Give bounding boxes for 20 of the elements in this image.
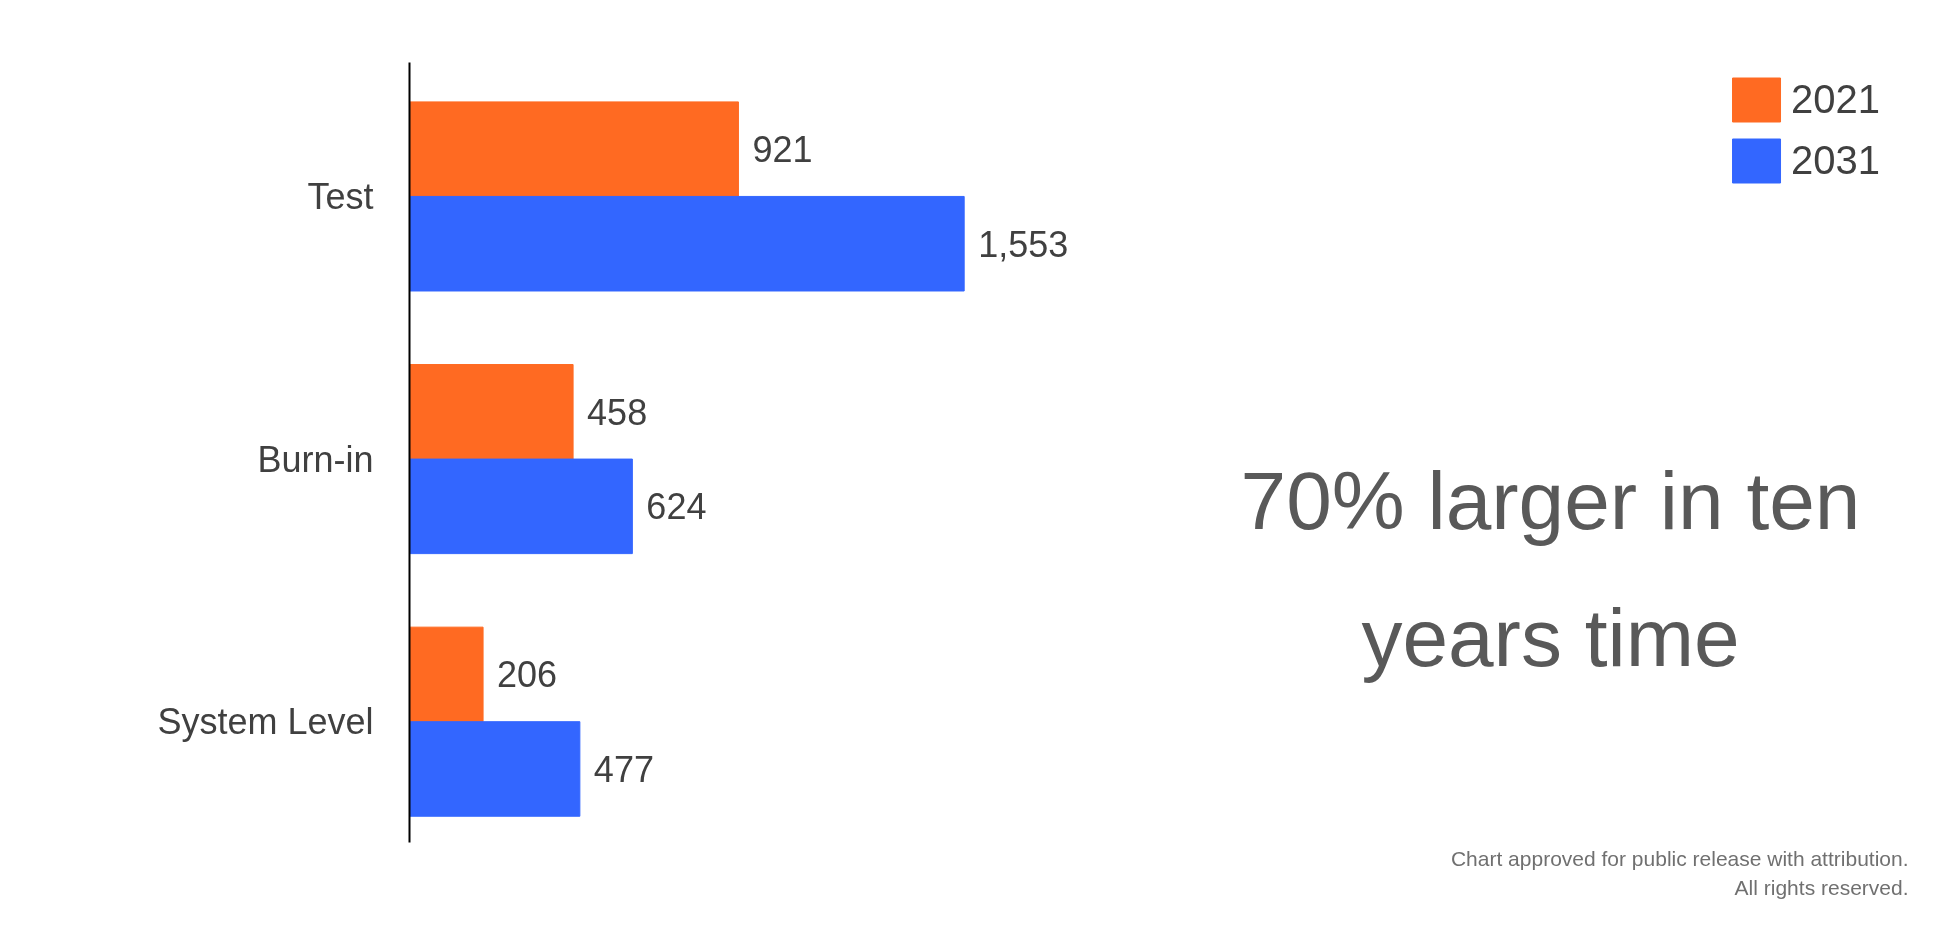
y-tick-label: Burn-in bbox=[257, 438, 374, 480]
data-label: 477 bbox=[593, 748, 654, 790]
text: Chart approved for public release with attribution. bbox=[1450, 846, 1909, 870]
y-tick-label: Test bbox=[307, 175, 374, 217]
text: All rights reserved. bbox=[1734, 875, 1909, 899]
text: 70% larger in ten years time bbox=[1240, 454, 1861, 683]
bar bbox=[409, 364, 574, 460]
data-label: 206 bbox=[497, 654, 558, 696]
data-label: 458 bbox=[587, 391, 648, 433]
legend-label: 2021 bbox=[1791, 77, 1880, 122]
bar bbox=[409, 195, 965, 292]
bar bbox=[409, 626, 484, 723]
data-label: 1,553 bbox=[978, 223, 1069, 265]
bar bbox=[409, 458, 633, 555]
bar bbox=[409, 721, 581, 817]
legend-label: 2031 bbox=[1791, 138, 1880, 183]
bar bbox=[409, 101, 739, 197]
y-tick-label: System Level bbox=[157, 701, 374, 743]
data-label: 624 bbox=[646, 486, 707, 528]
data-label: 921 bbox=[752, 129, 813, 171]
